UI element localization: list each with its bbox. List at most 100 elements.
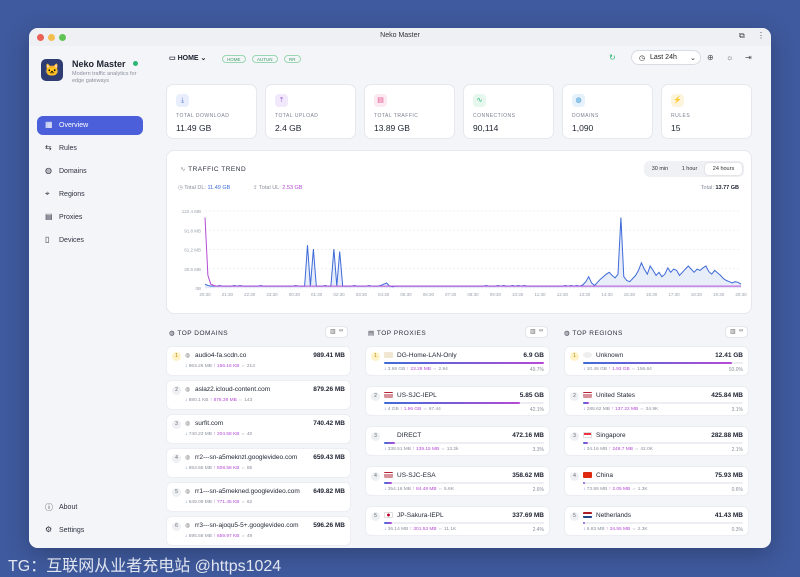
share-bar: [583, 362, 743, 364]
nav-about[interactable]: ⓘ About: [37, 498, 143, 517]
external-window-icon[interactable]: ⧉: [739, 31, 745, 40]
y-tick-label: 0B: [195, 286, 201, 291]
upload-icon: ↑: [604, 527, 610, 532]
x-tick-label: 20:30: [735, 292, 747, 297]
brand-name: Neko Master: [72, 59, 126, 69]
panel-title-text: TOP REGIONS: [572, 330, 623, 337]
total-ul-label: Total UL:: [259, 185, 281, 191]
theme-icon[interactable]: ☼: [726, 53, 734, 62]
link-icon[interactable]: ∞: [739, 328, 744, 334]
upload-value: 84.48 MB: [416, 487, 437, 492]
globe-icon: ◍: [185, 387, 191, 393]
share-bar: [384, 482, 544, 484]
list-item[interactable]: 1 Unknown 12.41 GB ↓ 10.48 GB ↑ 1.93 GB ⇔ 1…: [564, 346, 749, 376]
download-value: 963.26 MB: [188, 364, 212, 369]
connections-value: 2.94: [438, 367, 448, 372]
us-flag-icon: [384, 392, 393, 398]
upload-value: 248.7 MB: [612, 447, 633, 452]
more-icon[interactable]: ⋮: [757, 31, 765, 40]
backend-chip[interactable]: AUTUN: [252, 55, 278, 63]
nav-label: Settings: [59, 527, 85, 534]
upload-icon: ↑: [408, 527, 414, 532]
view-toggle[interactable]: ▥ ∞: [525, 326, 548, 338]
device-icon: ▯: [45, 235, 50, 244]
language-icon[interactable]: ⊕: [707, 53, 714, 62]
bar-chart-icon[interactable]: ▥: [330, 329, 336, 335]
y-tick-label: 91.8 MB: [184, 228, 201, 233]
list-item[interactable]: 2 United States 425.84 MB ↓ 288.62 MB ↑ 137…: [564, 386, 749, 416]
nav-proxies[interactable]: ▤ Proxies: [37, 208, 143, 227]
rank-badge: 5: [172, 488, 181, 497]
download-icon: ↓: [185, 500, 189, 505]
list-item[interactable]: 2 ◍ aslaz2.icloud-content.com 879.26 MB ↓ 88…: [166, 380, 351, 410]
nav-devices[interactable]: ▯ Devices: [37, 231, 143, 250]
bar-chart-icon[interactable]: ▥: [530, 329, 536, 335]
download-value: 36.14 MB: [387, 527, 409, 532]
globe-icon: ◍: [185, 489, 191, 495]
nav-domains[interactable]: ◍ Domains: [37, 162, 143, 181]
view-toggle[interactable]: ▥ ∞: [725, 326, 748, 338]
close-window-button[interactable]: [37, 34, 44, 41]
globe-icon: ◍: [572, 94, 585, 107]
view-toggle[interactable]: ▥ ∞: [325, 326, 348, 338]
range-24hours-button[interactable]: 24 hours: [705, 163, 742, 175]
stat-label: TOTAL DOWNLOAD: [176, 113, 230, 119]
download-icon: ↓: [583, 367, 587, 372]
list-item[interactable]: 1 DG-Home-LAN-Only 6.9 GB ↓ 3.68 GB ↑ 23.28…: [365, 346, 550, 376]
item-name: surfit.com: [195, 420, 224, 427]
rank-badge: 1: [570, 352, 579, 361]
bar-chart-icon[interactable]: ▥: [730, 329, 736, 335]
logout-icon[interactable]: ⇥: [745, 53, 752, 62]
list-item[interactable]: 4 China 75.93 MB ↓ 73.88 MB ↑ 2.05 MB ⇔ 1.3…: [564, 466, 749, 496]
list-item[interactable]: 5 Netherlands 41.43 MB ↓ 6.83 MB ↑ 34.55 MB…: [564, 506, 749, 536]
link-icon[interactable]: ∞: [539, 328, 544, 334]
stat-value: 15: [671, 123, 681, 133]
nav-settings[interactable]: ⚙ Settings: [37, 521, 143, 540]
time-range-select[interactable]: ◷ Last 24h ⌄: [631, 50, 701, 65]
download-icon: ↓: [384, 527, 388, 532]
globe-icon: ◍: [564, 330, 573, 337]
stat-label: TOTAL UPLOAD: [275, 113, 319, 119]
download-icon: ↓: [583, 527, 587, 532]
connections-value: 143: [244, 398, 253, 403]
item-amount: 41.43 MB: [714, 512, 743, 519]
list-item[interactable]: 5 JP-Sakura-IEPL 337.69 MB ↓ 36.14 MB ↑ 301…: [365, 506, 550, 536]
nav-overview[interactable]: ▦ Overview: [37, 116, 143, 135]
list-item[interactable]: 3 Singapore 282.88 MB ↓ 34.16 MB ↑ 248.7 MB…: [564, 426, 749, 456]
stat-value: 1,090: [572, 123, 594, 133]
list-item[interactable]: 4 US-SJC-ESA 358.62 MB ↓ 354.16 MB ↑ 84.48 …: [365, 466, 550, 496]
x-tick-label: 03:30: [356, 292, 368, 297]
nav-regions[interactable]: ⌖ Regions: [37, 185, 143, 204]
stat-value: 90,114: [473, 123, 499, 133]
upload-value: 23.28 MB: [410, 367, 431, 372]
connections-value: 13.2k: [446, 447, 459, 452]
total-dl-label: Total DL:: [184, 185, 206, 191]
server-icon: ▤: [368, 330, 377, 337]
list-item[interactable]: 4 ◍ rr2---sn-a5meknzl.googlevideo.com 659.4…: [166, 448, 351, 478]
range-segmented-control: 30 min 1 hour 24 hours: [644, 161, 744, 177]
item-stats: ↓ 288.62 MB ↑ 137.22 MB ⇔ 34.9K: [583, 407, 658, 412]
list-item[interactable]: 3 ◍ surfit.com 740.42 MB ↓ 740.23 MB ↑ 204.5…: [166, 414, 351, 444]
list-item[interactable]: 2 US-SJC-IEPL 5.85 GB ↓ 4 GB ↑ 1.86 GB ⇔ 67…: [365, 386, 550, 416]
zoom-window-button[interactable]: [59, 34, 66, 41]
connections-value: 11.1K: [444, 527, 457, 532]
rank-badge: 3: [570, 432, 579, 441]
download-icon: ↓: [185, 466, 189, 471]
x-tick-label: 21:30: [222, 292, 234, 297]
backend-chip[interactable]: HOME: [222, 55, 246, 63]
share-bar-fill: [583, 442, 588, 444]
list-item[interactable]: 3 DIRECT 472.16 MB ↓ 338.51 MB ↑ 139.15 MB …: [365, 426, 550, 456]
item-stats: ↓ 34.16 MB ↑ 248.7 MB ⇔ 42.0K: [583, 447, 653, 452]
nav-rules[interactable]: ⇆ Rules: [37, 139, 143, 158]
backend-chip[interactable]: RR: [284, 55, 301, 63]
rank-badge: 5: [371, 512, 380, 521]
refresh-icon[interactable]: ↻: [609, 53, 616, 62]
backend-selector[interactable]: ▭ HOME ⌄: [169, 54, 206, 62]
range-1hour-button[interactable]: 1 hour: [675, 163, 704, 175]
list-item[interactable]: 6 ◍ rr3---sn-ajoqu5-5+.googlevideo.com 596.…: [166, 516, 351, 546]
link-icon[interactable]: ∞: [339, 328, 344, 334]
list-item[interactable]: 1 ◍ audio4-fa.scdn.co 989.41 MB ↓ 963.26 MB …: [166, 346, 351, 376]
range-30min-button[interactable]: 30 min: [646, 163, 674, 175]
minimize-window-button[interactable]: [48, 34, 55, 41]
list-item[interactable]: 5 ◍ rr1---sn-a5mekned.googlevideo.com 649.8…: [166, 482, 351, 512]
